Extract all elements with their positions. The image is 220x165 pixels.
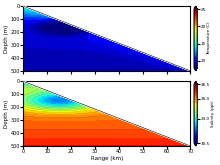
X-axis label: Range (km): Range (km) [91,156,123,161]
PathPatch shape [194,143,197,146]
Polygon shape [23,81,190,146]
PathPatch shape [194,6,197,9]
Y-axis label: Salinity (ppt): Salinity (ppt) [211,100,215,127]
Y-axis label: Depth (m): Depth (m) [4,99,9,128]
Polygon shape [23,6,190,71]
Y-axis label: Temperature (C): Temperature (C) [207,22,211,55]
Y-axis label: Depth (m): Depth (m) [4,24,9,53]
PathPatch shape [194,68,197,71]
PathPatch shape [194,81,197,84]
